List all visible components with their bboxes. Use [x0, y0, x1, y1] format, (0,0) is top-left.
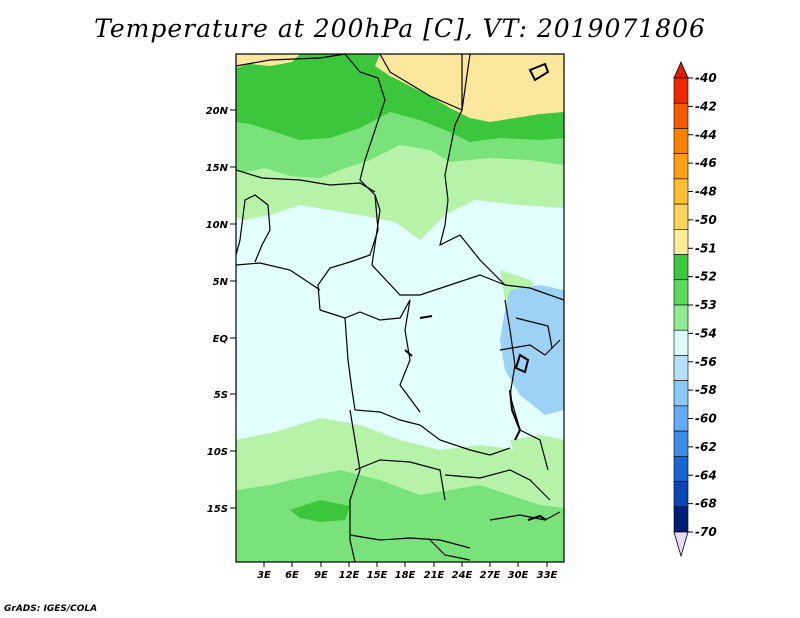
legend-label: -51 — [695, 241, 717, 255]
map-frame — [235, 53, 565, 563]
lon-label: 6E — [285, 570, 299, 581]
legend-label: -70 — [695, 525, 717, 539]
legend-label: -53 — [695, 298, 717, 312]
lon-label: 27E — [480, 570, 501, 581]
field-green-dark-south — [290, 500, 350, 522]
legend-color-box — [673, 178, 689, 205]
field-green-dark-southeast — [430, 530, 564, 562]
legend-top-arrow — [673, 61, 689, 79]
legend-color-box — [673, 456, 689, 482]
lon-label: 33E — [537, 570, 558, 581]
field-warmest-west — [236, 54, 300, 68]
legend-label: -58 — [695, 383, 717, 397]
legend-color-box — [673, 405, 689, 432]
legend-label: -48 — [695, 185, 717, 199]
field-green-light-east — [510, 435, 564, 480]
chart-title: Temperature at 200hPa [C], VT: 201907180… — [94, 14, 706, 43]
field-warmest — [375, 54, 564, 122]
legend-color-box — [673, 102, 689, 129]
legend-color-box — [673, 355, 689, 381]
legend-label: -64 — [695, 468, 717, 482]
lon-label: 9E — [314, 570, 328, 581]
legend-label: -40 — [695, 71, 717, 85]
field-light-blue — [500, 285, 564, 415]
legend-label: -68 — [695, 497, 717, 511]
lon-label: 18E — [395, 570, 416, 581]
country-borders — [236, 54, 564, 562]
temperature-field — [236, 54, 564, 562]
legend-label: -56 — [695, 355, 717, 369]
legend-color-box — [673, 229, 689, 255]
legend-color-box — [673, 254, 689, 281]
lon-label: 3E — [257, 570, 271, 581]
lon-label: 24E — [452, 570, 473, 581]
lon-label: 30E — [508, 570, 529, 581]
lon-label: 21E — [424, 570, 445, 581]
lat-label: EQ — [213, 334, 229, 345]
lakes — [404, 62, 550, 521]
legend-color-box — [673, 77, 689, 104]
lat-label: 10N — [206, 220, 229, 231]
legend-label: -52 — [695, 270, 717, 284]
color-legend: -40 -42 -44 -46 -48 -50 -51 -52 -53 -54 -56 -58 -60 -… — [673, 61, 717, 558]
lon-label: 15E — [367, 570, 388, 581]
legend-label: -42 — [695, 99, 717, 113]
legend-color-box — [673, 329, 689, 356]
grads-credit: GrADS: IGES/COLA — [4, 604, 98, 614]
lon-label: 12E — [339, 570, 360, 581]
legend-color-box — [673, 203, 689, 230]
legend-color-box — [673, 430, 689, 457]
lat-label: 15N — [206, 163, 229, 174]
legend-color-box — [673, 506, 689, 533]
latitude-axis: 20N 15N 10N 5N EQ 5S 10S 15S — [206, 106, 236, 515]
legend-color-box — [673, 304, 689, 331]
longitude-axis: 3E 6E 9E 12E 15E 18E 21E 24E 27E 30E 33E — [257, 562, 558, 581]
lat-label: 20N — [206, 106, 229, 117]
legend-color-box — [673, 128, 689, 154]
legend-label: -50 — [695, 213, 717, 227]
lat-label: 5S — [214, 390, 228, 401]
legend-bottom-arrow — [673, 531, 689, 558]
legend-label: -62 — [695, 440, 717, 454]
legend-color-box — [673, 481, 689, 508]
legend-label: -46 — [695, 156, 717, 170]
legend-color-box — [673, 380, 689, 407]
lat-label: 5N — [213, 277, 229, 288]
legend-label: -54 — [695, 326, 717, 340]
legend-label: -60 — [695, 412, 717, 426]
legend-color-box — [673, 153, 689, 180]
legend-color-box — [673, 279, 689, 306]
lat-label: 15S — [207, 504, 228, 515]
legend-label: -44 — [695, 128, 717, 142]
lat-label: 10S — [207, 447, 228, 458]
